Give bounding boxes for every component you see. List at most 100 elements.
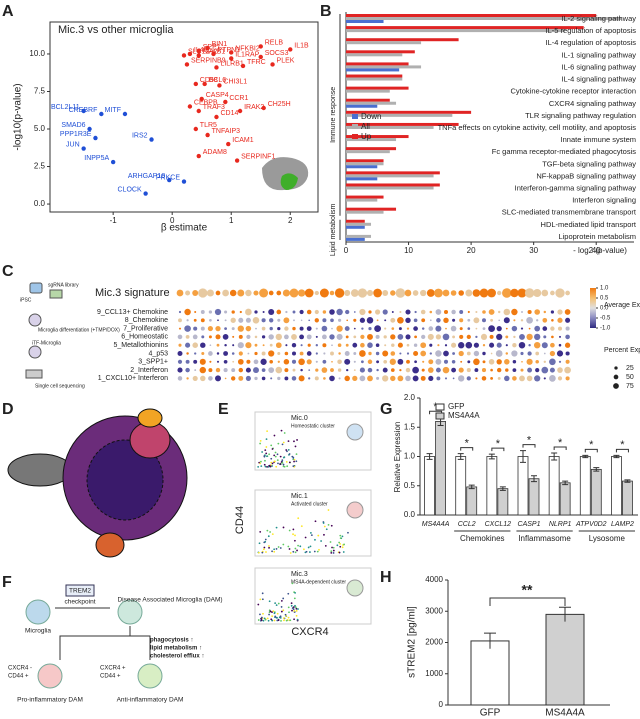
dot-decor [428, 359, 434, 365]
dot-decor [284, 376, 289, 381]
legend-swatch [435, 412, 445, 420]
step-label: Microglia differentiation (+TMP/DOX) [38, 327, 120, 333]
cell-decor [288, 548, 291, 550]
cell-decor [264, 454, 266, 457]
cluster-name: Mic.3 [291, 571, 308, 578]
gene-label: CHI3L1 [223, 78, 247, 85]
dot-decor [497, 376, 501, 380]
cell-decor [332, 546, 335, 549]
category-label: IL-4 signaling pathway [561, 75, 636, 84]
inset-region [280, 173, 298, 190]
cell-decor [287, 448, 290, 451]
dot-decor [442, 333, 450, 341]
panel-letter: F [2, 574, 12, 591]
dot-decor [245, 325, 252, 332]
cell-decor [259, 530, 262, 533]
dot-decor [465, 341, 473, 349]
cell-decor [275, 548, 278, 550]
dot-decor [428, 375, 434, 381]
bar [346, 20, 384, 23]
cell-decor [283, 432, 286, 434]
significance: * [589, 439, 594, 451]
signature-dot-decor [206, 289, 214, 297]
dot-decor [467, 360, 471, 364]
dot-decor [459, 334, 464, 339]
cell-decor [323, 533, 325, 536]
dot-decor [427, 333, 434, 340]
bar [346, 53, 403, 57]
cell-decor [283, 619, 285, 622]
dot-decor [360, 334, 365, 340]
dot-decor [565, 334, 570, 340]
dot-decor [346, 319, 349, 322]
dot-decor [353, 360, 356, 363]
bar [346, 225, 365, 229]
signature-dot-decor [176, 289, 184, 297]
color-tick-label: 0.0 [600, 306, 609, 312]
dot-decor [277, 376, 281, 381]
dot-decor [299, 309, 304, 315]
dot-decor [224, 377, 227, 380]
cell-decor [273, 619, 276, 622]
cell-decor [259, 439, 262, 442]
x-axis-label: β estimate [161, 223, 208, 234]
cell-decor [273, 434, 276, 437]
dot-decor [550, 310, 555, 314]
cell-decor [274, 602, 277, 605]
dot-decor [527, 309, 532, 315]
cell-decor [293, 618, 295, 621]
dot-decor [521, 311, 523, 313]
effect: lipid metabolism ↑ [150, 646, 202, 652]
dot-decor [405, 309, 411, 315]
dot-decor [505, 368, 509, 372]
dot-decor [535, 367, 540, 373]
category-label: TLR signaling pathway regulation [525, 111, 636, 120]
cluster-icon [346, 501, 364, 519]
dot-decor [223, 351, 229, 356]
gene-label: CREBRF [69, 107, 98, 114]
error-bar [613, 454, 620, 459]
significance: * [496, 438, 501, 450]
dot-decor [367, 342, 373, 348]
cell-decor [280, 599, 283, 602]
dot-decor [391, 311, 394, 313]
dot-decor [511, 308, 518, 316]
dot-decor [443, 309, 449, 315]
dot-decor [254, 376, 258, 381]
dot-decor [231, 310, 235, 314]
cell-decor [263, 546, 266, 549]
cell-decor [273, 548, 276, 551]
dot-decor [534, 333, 541, 341]
cell-decor [294, 547, 297, 550]
dot-decor [336, 325, 343, 332]
dot-decor [238, 317, 244, 323]
signature-dot-decor [329, 290, 335, 296]
gene-label: SOCS3 [265, 50, 289, 57]
dot-decor [299, 351, 304, 356]
dot-decor [458, 350, 464, 357]
gene-point [193, 81, 199, 87]
gene-point [81, 146, 86, 151]
dot-decor [208, 310, 213, 314]
cell-decor [266, 465, 268, 468]
cell-decor [294, 604, 296, 607]
y-tick-label: 3000 [425, 606, 443, 615]
dot-decor [315, 352, 318, 355]
cell-decor [277, 546, 280, 548]
bar [346, 147, 397, 151]
gene-label: CH25H [268, 101, 291, 108]
legend-label: GFP [448, 402, 464, 411]
signature-dot-decor [565, 290, 570, 296]
cell-decor [263, 617, 266, 620]
dot-decor [414, 310, 417, 314]
x-tick-label: 10 [404, 246, 413, 255]
step-label: Single cell sequencing [35, 383, 85, 389]
cell-decor [282, 617, 285, 620]
dot-decor [344, 358, 351, 365]
cell-decor [260, 460, 262, 463]
cell-decor [347, 531, 349, 534]
dot-decor [291, 376, 297, 381]
dot-decor [482, 318, 486, 323]
dot-decor [306, 326, 312, 332]
error-bar [520, 450, 526, 463]
